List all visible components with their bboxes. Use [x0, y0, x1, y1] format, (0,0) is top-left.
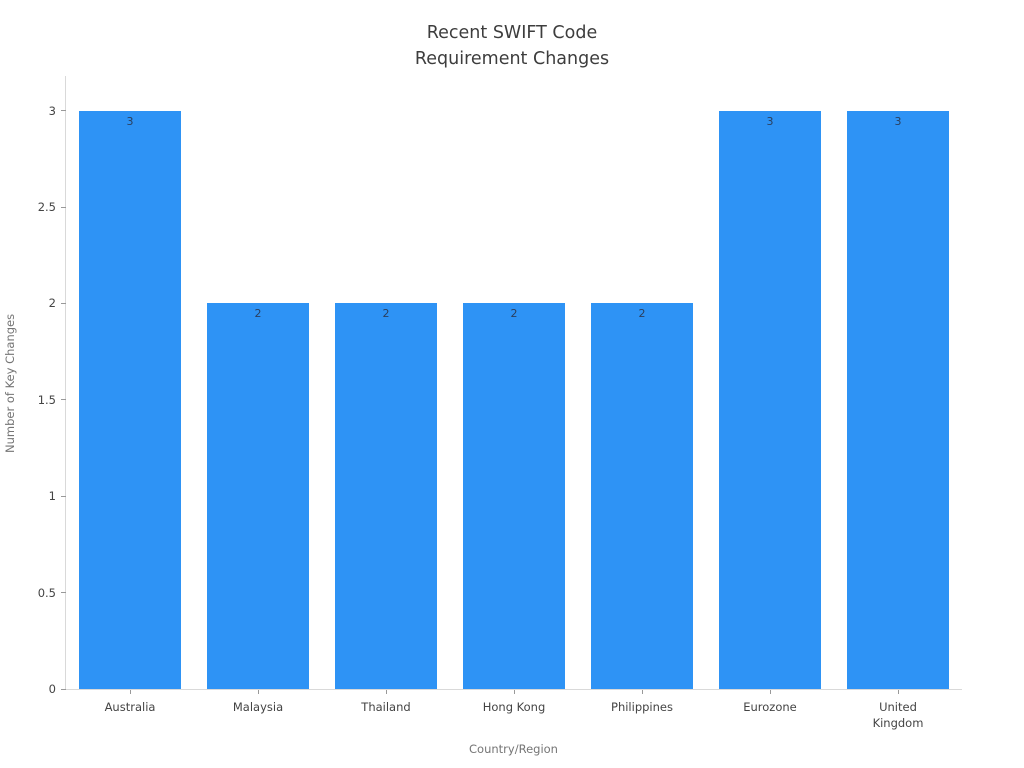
chart-title: Recent SWIFT Code Requirement Changes [414, 23, 610, 69]
x-tick-label: Eurozone [743, 700, 797, 714]
x-tick-mark [258, 690, 259, 694]
bar-group: 3 Australia [66, 76, 194, 714]
bar-value-label: 2 [638, 307, 646, 321]
y-tick-label: 0 [48, 682, 56, 696]
x-tick-mark [386, 690, 387, 694]
x-tick-mark [514, 690, 515, 694]
x-tick-label: United Kingdom [872, 700, 924, 730]
bar-group: 3 Eurozone [706, 76, 834, 714]
y-tick-label: 0.5 [37, 585, 56, 600]
y-tick-label: 3 [48, 103, 56, 118]
bar-group: 3 United Kingdom [834, 76, 962, 730]
bar: 3 [718, 110, 822, 689]
bar-value-label: 3 [894, 114, 902, 128]
bar: 2 [334, 303, 438, 689]
bars-container: 3 Australia 2 Malaysia 2 Thailand 2 Hong Kong 2 P… [66, 76, 962, 730]
x-tick-mark [130, 690, 131, 694]
bar: 3 [846, 110, 950, 689]
x-tick-label: Malaysia [232, 700, 284, 714]
y-axis-title: Number of Key Changes [3, 313, 17, 453]
y-tick-label: 2.5 [37, 200, 56, 215]
x-tick-mark [642, 690, 643, 694]
bar-group: 2 Malaysia [194, 76, 322, 714]
y-tick-mark [61, 688, 66, 690]
bar-value-label: 2 [510, 307, 518, 321]
bar-value-label: 3 [126, 114, 134, 128]
x-tick-label: Hong Kong [482, 700, 546, 714]
bar-value-label: 3 [766, 114, 774, 128]
bar: 2 [590, 303, 694, 689]
x-tick-mark [770, 690, 771, 694]
x-tick-label: Philippines [611, 700, 673, 714]
x-tick-mark [898, 690, 899, 694]
x-tick-label: Thailand [361, 700, 411, 714]
y-tick-mark [61, 592, 66, 594]
y-tick-label: 1 [48, 489, 56, 504]
bar-value-label: 2 [254, 307, 262, 321]
bar: 2 [462, 303, 566, 689]
bar: 3 [78, 110, 182, 689]
y-tick-mark [61, 110, 66, 112]
plot-area: 3 Australia 2 Malaysia 2 Thailand 2 Hong Kong 2 P… [38, 76, 962, 730]
bar-group: 2 Thailand [322, 76, 450, 714]
bar-group: 2 Philippines [578, 76, 706, 714]
bar: 2 [206, 303, 310, 689]
x-tick-label: Australia [104, 700, 156, 714]
bar-value-label: 2 [382, 307, 390, 321]
y-tick-label: 2 [48, 296, 56, 311]
y-tick-mark [61, 206, 66, 208]
y-tick-mark [61, 495, 66, 497]
bar-group: 2 Hong Kong [450, 76, 578, 714]
y-tick-label: 1.5 [37, 392, 56, 407]
y-tick-mark [61, 302, 66, 304]
x-axis-title: Country/Region [469, 742, 558, 756]
y-tick-mark [61, 399, 66, 401]
